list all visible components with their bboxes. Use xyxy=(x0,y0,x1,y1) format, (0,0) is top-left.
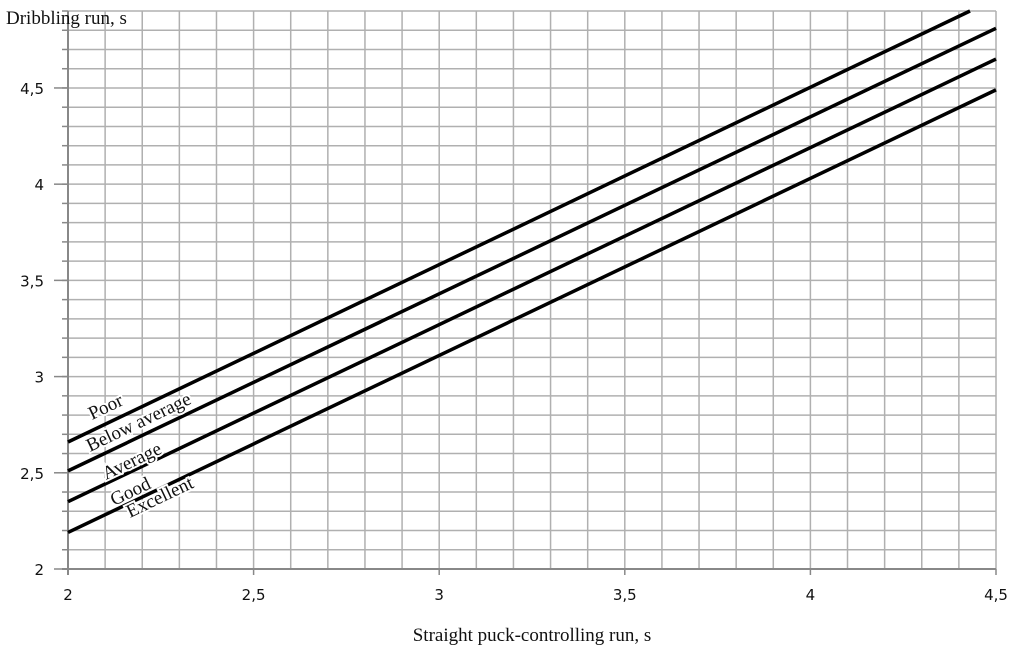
y-tick-label: 4 xyxy=(34,176,44,194)
x-tick-label: 4,5 xyxy=(984,586,1008,604)
axes: 2 2,5 3 3,5 4 4,5 2 2,5 3 3,5 4 4,5 xyxy=(20,10,1008,604)
series-line-poor xyxy=(67,9,971,444)
series-line-average xyxy=(67,57,997,504)
x-tick-label: 2 xyxy=(63,586,73,604)
y-tick-label: 2 xyxy=(34,561,44,579)
x-tick-label: 4 xyxy=(806,586,816,604)
series-lines xyxy=(67,9,997,535)
y-axis-label: Dribbling run, s xyxy=(6,8,127,29)
x-axis-label: Straight puck-controlling run, s xyxy=(413,625,652,646)
y-tick-label: 3,5 xyxy=(20,272,44,290)
y-tick-label: 3 xyxy=(34,369,44,387)
y-tick-label: 4,5 xyxy=(20,80,44,98)
x-tick-label: 2,5 xyxy=(242,586,266,604)
y-tick-label: 2,5 xyxy=(20,465,44,483)
x-tick-label: 3 xyxy=(434,586,444,604)
series-line-below-average xyxy=(67,26,997,473)
series-line-good xyxy=(67,88,997,535)
x-tick-label: 3,5 xyxy=(613,586,637,604)
